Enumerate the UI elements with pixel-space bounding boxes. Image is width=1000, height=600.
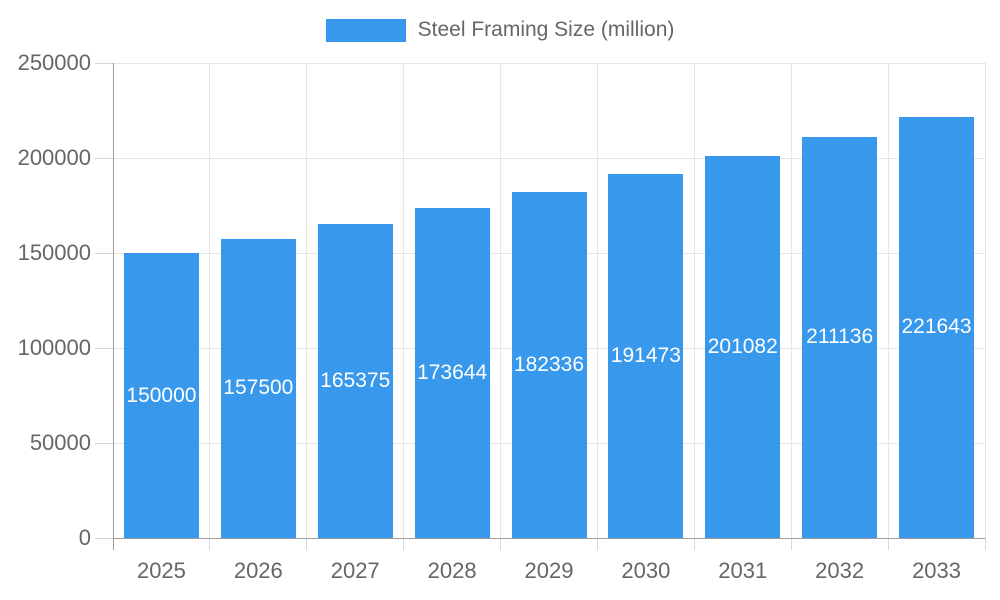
bar[interactable]: 201082: [705, 155, 781, 538]
x-gridline: [887, 63, 889, 538]
x-axis-line: [113, 537, 985, 539]
bar[interactable]: 173644: [414, 208, 490, 538]
chart-legend[interactable]: Steel Framing Size (million): [0, 18, 1000, 42]
legend-label: Steel Framing Size (million): [417, 18, 675, 41]
bar-value-label: 221643: [901, 315, 972, 339]
x-tick-mark: [887, 538, 889, 550]
x-tick-mark: [403, 538, 405, 550]
y-gridline: [113, 62, 985, 64]
x-axis-tick-label: 2025: [136, 558, 186, 583]
bar[interactable]: 211136: [802, 136, 878, 538]
x-tick-mark: [693, 538, 695, 550]
x-gridline: [984, 63, 986, 538]
bar[interactable]: 157500: [220, 238, 296, 538]
y-tick-mark: [95, 157, 113, 159]
y-tick-mark: [95, 537, 113, 539]
y-axis-tick-label: 50000: [29, 430, 91, 455]
x-axis-tick-label: 2033: [912, 558, 962, 583]
x-gridline: [693, 63, 695, 538]
bar-value-label: 173644: [417, 361, 488, 385]
bar-value-label: 157500: [223, 376, 294, 400]
x-tick-mark: [500, 538, 502, 550]
x-gridline: [403, 63, 405, 538]
bar[interactable]: 221643: [899, 116, 975, 538]
x-tick-mark: [306, 538, 308, 550]
x-axis-tick-label: 2027: [330, 558, 380, 583]
x-axis-tick-label: 2029: [524, 558, 574, 583]
bar-value-label: 191473: [610, 344, 681, 368]
y-axis-tick-label: 0: [78, 525, 91, 550]
bar-value-label: 165375: [320, 368, 391, 392]
bar[interactable]: 191473: [608, 174, 684, 538]
bar[interactable]: 150000: [123, 253, 199, 538]
y-gridline: [113, 157, 985, 159]
y-tick-mark: [95, 62, 113, 64]
legend-swatch-icon: [325, 18, 406, 42]
x-tick-mark: [209, 538, 211, 550]
x-gridline: [209, 63, 211, 538]
bar-value-label: 201082: [707, 334, 778, 358]
y-tick-mark: [95, 252, 113, 254]
y-axis-tick-label: 150000: [17, 240, 91, 265]
x-gridline: [596, 63, 598, 538]
x-gridline: [790, 63, 792, 538]
x-axis-tick-label: 2028: [427, 558, 477, 583]
y-axis-tick-label: 100000: [17, 335, 91, 360]
bar[interactable]: 165375: [317, 223, 393, 538]
x-axis-tick-label: 2030: [621, 558, 671, 583]
x-gridline: [306, 63, 308, 538]
y-axis-line: [112, 63, 114, 550]
x-axis-tick-label: 2026: [233, 558, 283, 583]
x-tick-mark: [790, 538, 792, 550]
x-axis-tick-label: 2031: [718, 558, 768, 583]
x-tick-mark: [984, 538, 986, 550]
y-tick-mark: [95, 347, 113, 349]
x-tick-mark: [596, 538, 598, 550]
x-axis-tick-label: 2032: [815, 558, 865, 583]
bar-value-label: 150000: [126, 383, 197, 407]
y-axis-tick-label: 200000: [17, 145, 91, 170]
bar-value-label: 182336: [513, 352, 585, 376]
bar[interactable]: 182336: [511, 191, 587, 538]
bar-value-label: 211136: [806, 325, 874, 349]
x-gridline: [500, 63, 502, 538]
y-tick-mark: [95, 442, 113, 444]
y-axis-tick-label: 250000: [17, 50, 91, 75]
